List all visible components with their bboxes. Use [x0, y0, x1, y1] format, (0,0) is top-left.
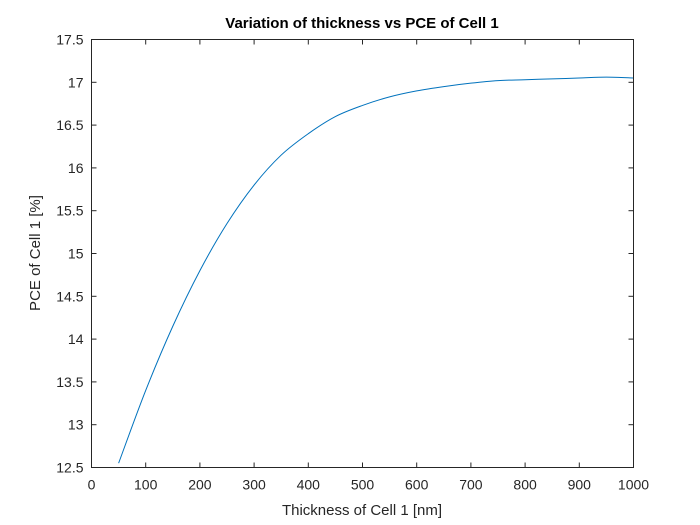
y-tick-label: 12.5 — [56, 460, 83, 476]
y-tick-label: 17 — [68, 74, 84, 90]
chart-title: Variation of thickness vs PCE of Cell 1 — [225, 15, 498, 32]
y-tick-label: 15 — [68, 246, 84, 262]
x-tick-label: 800 — [513, 477, 537, 493]
y-tick-label: 13 — [68, 417, 84, 433]
y-tick-label: 14 — [68, 331, 84, 347]
y-tick-label: 13.5 — [56, 374, 83, 390]
series-layer — [118, 76, 634, 464]
x-tick-label: 600 — [405, 477, 429, 493]
x-tick-label: 0 — [88, 477, 96, 493]
x-tick-label: 300 — [242, 477, 266, 493]
x-tick-label: 900 — [568, 477, 592, 493]
y-tick-label: 16 — [68, 160, 84, 176]
plot-frame — [91, 39, 634, 468]
x-tick-label: 1000 — [618, 477, 649, 493]
x-axis-label: Thickness of Cell 1 [nm] — [282, 502, 442, 519]
y-tick-label: 16.5 — [56, 117, 83, 133]
x-tick-label: 400 — [297, 477, 321, 493]
y-tick-label: 15.5 — [56, 203, 83, 219]
x-tick-label: 700 — [459, 477, 483, 493]
x-tick-label: 500 — [351, 477, 375, 493]
y-tick-label: 14.5 — [56, 288, 83, 304]
axis-ticks: 0 100 200 300 400 500 600 700 800 900 1000 12.5 13 13… — [56, 32, 649, 493]
x-tick-label: 200 — [188, 477, 212, 493]
y-axis-label: PCE of Cell 1 [%] — [27, 195, 44, 311]
x-tick-label: 100 — [134, 477, 158, 493]
y-tick-label: 17.5 — [56, 32, 83, 48]
series-line — [118, 76, 634, 464]
